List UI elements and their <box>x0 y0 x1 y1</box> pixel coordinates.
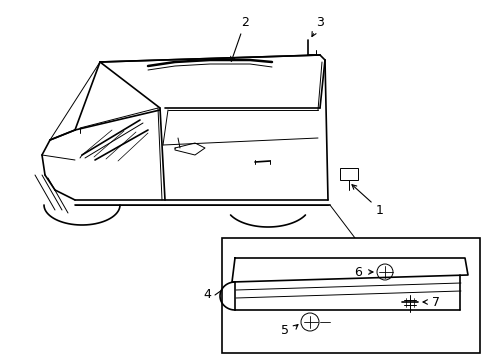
Text: 7: 7 <box>431 296 439 309</box>
Text: 2: 2 <box>230 15 248 61</box>
Text: 5: 5 <box>281 324 288 337</box>
Text: 3: 3 <box>311 15 323 36</box>
Text: 6: 6 <box>353 266 361 279</box>
Bar <box>222 238 479 353</box>
Text: 1: 1 <box>351 185 383 216</box>
Bar <box>339 168 357 180</box>
Text: 4: 4 <box>203 288 210 302</box>
